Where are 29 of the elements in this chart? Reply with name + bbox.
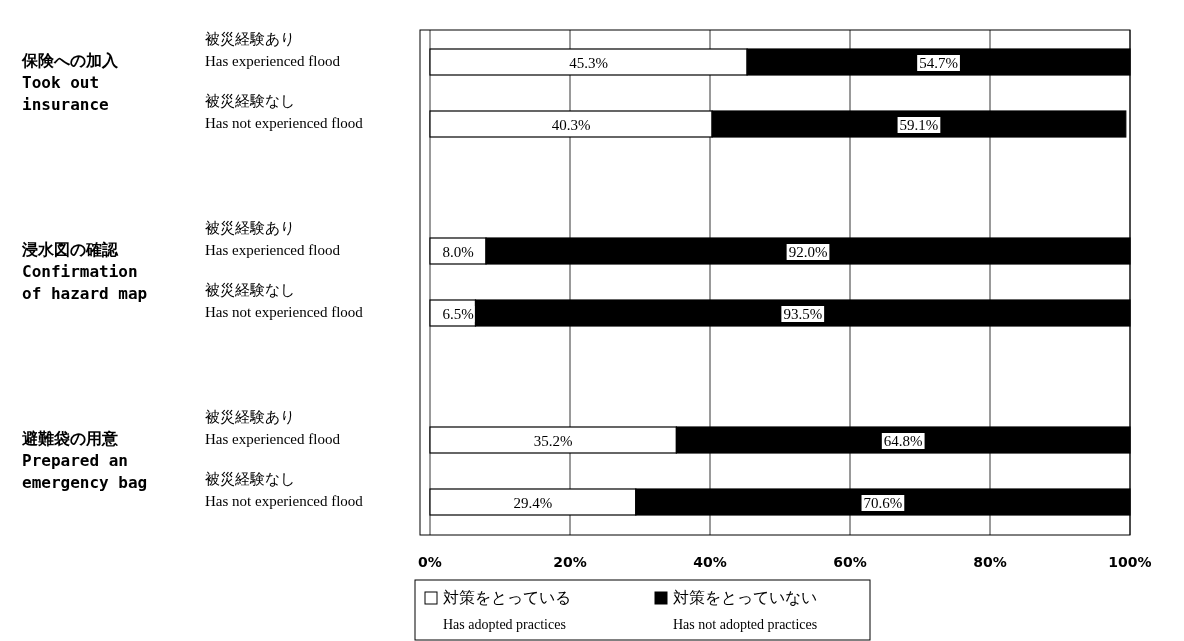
data-label: 54.7% <box>919 55 958 71</box>
legend-label: 対策をとっていない Has not adopted practices <box>673 589 818 632</box>
y-tick-label: 被災経験なし Has not experienced flood <box>205 471 364 509</box>
data-label: 45.3% <box>569 55 608 71</box>
data-label: 35.2% <box>533 433 573 449</box>
data-label: 40.3% <box>551 117 591 133</box>
x-tick-label: 0% <box>418 554 442 570</box>
text: 浸水図の確認 Confirmation of hazard map <box>21 240 148 303</box>
x-tick-label: 80% <box>973 554 1007 570</box>
data-label: 6.5% <box>442 306 474 322</box>
text: 保険への加入 Took out insurance <box>21 51 119 114</box>
data-label: 64.8% <box>883 433 923 449</box>
y-tick-label: 被災経験あり Has experienced flood <box>205 31 341 69</box>
x-tick-label: 100% <box>1108 554 1152 570</box>
y-tick-label: 被災経験あり Has experienced flood <box>205 409 341 447</box>
data-label: 92.0% <box>788 244 828 260</box>
y-tick-label: 被災経験なし Has not experienced flood <box>205 93 364 131</box>
text: 避難袋の用意 Prepared an emergency bag <box>21 429 148 492</box>
data-label: 8.0% <box>442 244 474 260</box>
y-tick-label: 被災経験なし Has not experienced flood <box>205 282 364 320</box>
data-label: 59.1% <box>899 117 939 133</box>
legend-label: 対策をとっている Has adopted practices <box>443 589 571 632</box>
x-tick-label: 20% <box>553 554 587 570</box>
data-label: 93.5% <box>783 306 823 322</box>
x-tick-label: 40% <box>693 554 727 570</box>
x-tick-label: 60% <box>833 554 867 570</box>
data-label: 70.6% <box>863 495 903 511</box>
y-tick-label: 被災経験あり Has experienced flood <box>205 220 341 258</box>
data-label: 29.4% <box>513 495 553 511</box>
